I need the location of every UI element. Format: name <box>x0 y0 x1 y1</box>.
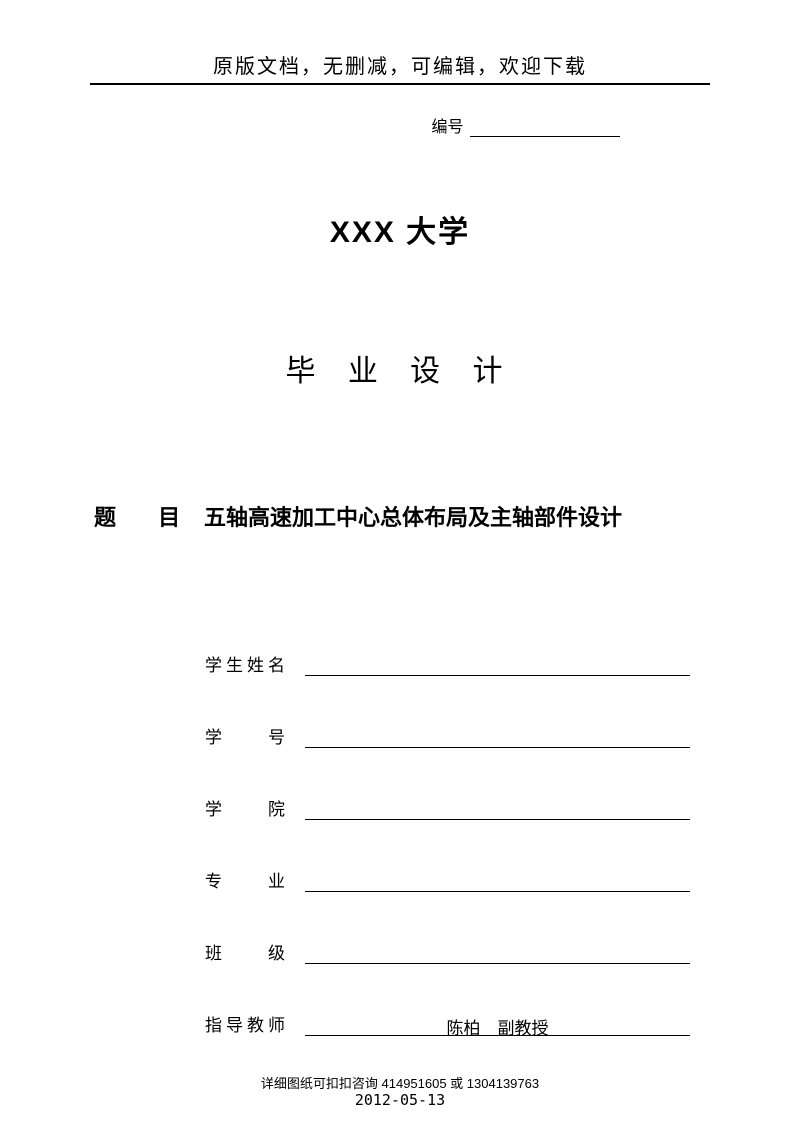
serial-label: 编号 <box>432 113 464 137</box>
form-value <box>305 654 690 676</box>
page-container: 原版文档，无删减，可编辑，欢迎下载 编号 XXX 大学 毕 业 设 计 题 目 … <box>0 0 800 1132</box>
university-name: XXX 大学 <box>90 207 710 251</box>
title-value: 五轴高速加工中心总体布局及主轴部件设计 <box>204 500 622 532</box>
form-value <box>305 942 690 964</box>
title-row: 题 目 五轴高速加工中心总体布局及主轴部件设计 <box>90 500 710 532</box>
form-row-college: 学 院 <box>205 786 690 820</box>
form-row-student-id: 学 号 <box>205 714 690 748</box>
form-row-student-name: 学生姓名 <box>205 642 690 676</box>
footer-text: 详细图纸可扣扣咨询 414951605 或 1304139763 <box>0 1073 800 1092</box>
form-row-class: 班 级 <box>205 930 690 964</box>
form-label: 指导教师 <box>205 1011 285 1036</box>
date-text: 2012-05-13 <box>90 1091 710 1109</box>
header-line <box>90 83 710 85</box>
form-label: 学 院 <box>205 795 285 820</box>
form-label: 学 号 <box>205 723 285 748</box>
serial-row: 编号 <box>90 113 710 137</box>
form-label: 学生姓名 <box>205 651 285 676</box>
form-label: 专 业 <box>205 867 285 892</box>
form-value <box>305 870 690 892</box>
form-row-major: 专 业 <box>205 858 690 892</box>
form-label: 班 级 <box>205 939 285 964</box>
header-text: 原版文档，无删减，可编辑，欢迎下载 <box>90 50 710 83</box>
form-value <box>305 726 690 748</box>
title-label: 题 目 <box>94 500 204 532</box>
form-section: 学生姓名 学 号 学 院 专 业 班 级 指导教师 陈柏 副教授 <box>90 642 710 1036</box>
form-row-advisor: 指导教师 陈柏 副教授 <box>205 1002 690 1036</box>
form-value: 陈柏 副教授 <box>305 1014 690 1036</box>
serial-input-line <box>470 136 620 137</box>
document-type: 毕 业 设 计 <box>90 346 710 390</box>
form-value <box>305 798 690 820</box>
